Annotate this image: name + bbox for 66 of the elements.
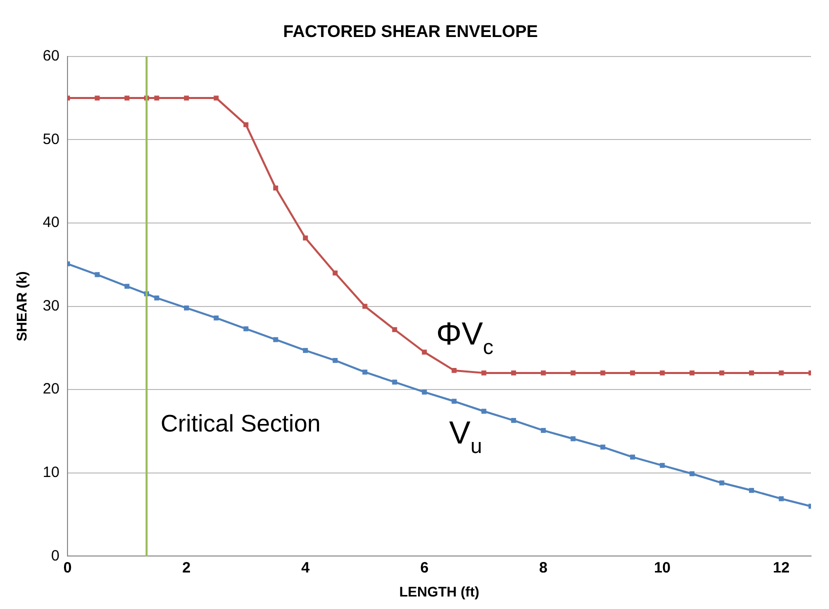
point <box>690 370 695 376</box>
point <box>511 370 516 376</box>
point <box>630 454 636 460</box>
point <box>719 370 724 376</box>
point <box>600 370 606 376</box>
point <box>94 272 100 278</box>
x-axis-title: LENGTH (ft) <box>399 583 480 600</box>
x-tick-label: 4 <box>301 559 310 576</box>
point <box>94 96 100 101</box>
point <box>481 370 486 376</box>
point <box>481 408 486 414</box>
point <box>719 480 724 486</box>
point <box>511 418 516 423</box>
point <box>749 370 754 376</box>
point <box>362 304 368 309</box>
point <box>570 370 576 376</box>
point <box>660 370 665 376</box>
point <box>452 398 457 404</box>
point <box>422 350 427 355</box>
point <box>392 327 398 332</box>
y-tick-label: 30 <box>42 297 60 314</box>
point <box>332 358 338 363</box>
chart-title: FACTORED SHEAR ENVELOPE <box>283 22 538 41</box>
x-tick-label: 0 <box>63 559 72 576</box>
point <box>302 236 308 240</box>
y-tick-label: 50 <box>42 130 60 148</box>
point <box>184 305 189 310</box>
point <box>778 370 784 376</box>
y-tick-label: 40 <box>42 214 60 232</box>
point <box>452 368 457 373</box>
point <box>273 337 278 342</box>
point <box>243 122 248 128</box>
point <box>540 370 546 376</box>
x-tick-label: 2 <box>182 559 191 576</box>
point <box>660 462 665 468</box>
point <box>332 270 338 276</box>
x-tick-label: 8 <box>539 559 548 576</box>
point <box>273 186 278 190</box>
x-tick-label: 6 <box>420 559 429 576</box>
point <box>540 428 546 433</box>
point <box>570 436 576 442</box>
point <box>214 315 219 320</box>
point <box>184 96 189 101</box>
y-tick-label: 60 <box>42 48 60 65</box>
y-tick-label: 20 <box>42 380 60 398</box>
point <box>154 96 160 101</box>
point <box>302 348 308 353</box>
y-tick-label: 0 <box>51 547 60 564</box>
point <box>243 326 248 332</box>
x-tick-label: 10 <box>654 559 671 576</box>
point <box>630 370 636 376</box>
point <box>392 380 398 385</box>
point <box>422 390 427 395</box>
x-tick-label: 12 <box>772 559 790 576</box>
point <box>124 96 130 101</box>
point <box>778 496 784 502</box>
point <box>600 444 606 450</box>
point <box>124 284 130 289</box>
y-axis-title: SHEAR (k) <box>13 271 30 342</box>
point <box>690 471 695 476</box>
y-tick-label: 10 <box>42 464 60 482</box>
ref-line-label: Critical Section <box>160 410 321 438</box>
point <box>749 488 754 493</box>
point <box>154 295 160 300</box>
point <box>214 96 219 101</box>
point <box>362 370 368 375</box>
